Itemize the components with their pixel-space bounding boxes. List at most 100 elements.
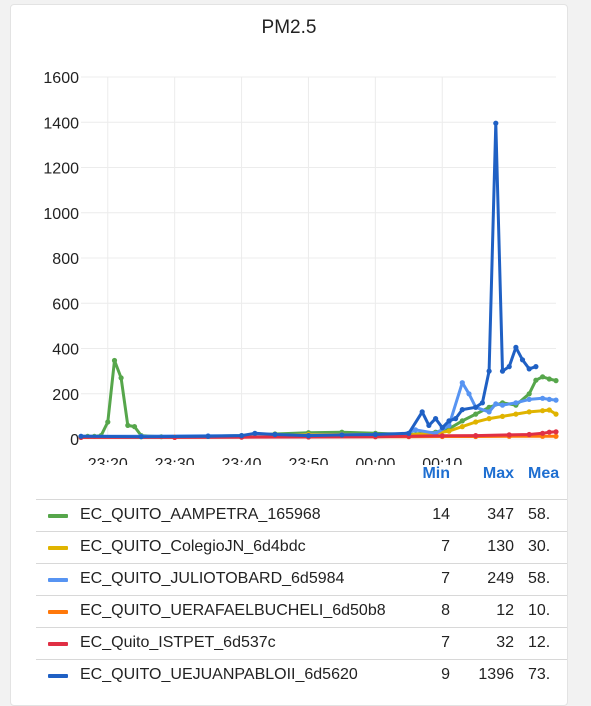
series-line[interactable] (79, 408, 558, 439)
data-point[interactable] (473, 404, 479, 410)
data-point[interactable] (546, 407, 552, 413)
data-point[interactable] (553, 411, 559, 417)
data-point[interactable] (459, 407, 465, 413)
data-point[interactable] (526, 396, 532, 402)
data-point[interactable] (138, 434, 144, 440)
legend-series-name[interactable]: EC_QUITO_ColegioJN_6d4bdc (80, 538, 306, 555)
data-point[interactable] (499, 368, 506, 374)
data-point[interactable] (412, 427, 419, 433)
series-color-swatch[interactable] (48, 546, 68, 550)
series-color-swatch[interactable] (48, 642, 68, 646)
data-point[interactable] (426, 422, 432, 428)
data-point[interactable] (372, 431, 378, 438)
x-tick-label: 23:50 (288, 456, 328, 465)
data-point[interactable] (459, 418, 465, 424)
data-point[interactable] (473, 419, 479, 425)
data-point[interactable] (540, 408, 546, 414)
data-point[interactable] (406, 430, 412, 436)
data-point[interactable] (540, 430, 546, 436)
data-point[interactable] (439, 425, 445, 431)
data-point[interactable] (546, 429, 552, 435)
data-point[interactable] (546, 376, 552, 382)
data-point[interactable] (553, 397, 559, 403)
data-point[interactable] (339, 432, 345, 438)
data-point[interactable] (553, 433, 559, 439)
data-point[interactable] (439, 433, 445, 439)
data-point[interactable] (526, 431, 532, 438)
data-point[interactable] (125, 422, 131, 428)
data-point[interactable] (526, 366, 532, 372)
legend-max-value: 249 (487, 570, 514, 587)
data-point[interactable] (252, 430, 258, 436)
data-point[interactable] (105, 419, 111, 425)
legend-row[interactable]: EC_QUITO_UERAFAELBUCHELI_6d50b8 8 12 10. (36, 595, 567, 628)
data-point[interactable] (453, 416, 459, 422)
panel-title[interactable]: PM2.5 (261, 17, 317, 38)
data-point[interactable] (459, 380, 465, 386)
x-tick-label: 23:30 (155, 456, 195, 465)
data-point[interactable] (419, 409, 425, 415)
data-point[interactable] (533, 364, 539, 370)
data-point[interactable] (433, 416, 439, 422)
legend-row[interactable]: EC_QUITO_ColegioJN_6d4bdc 7 130 30. (36, 531, 567, 564)
data-point[interactable] (493, 120, 499, 126)
data-point[interactable] (486, 416, 492, 422)
data-point[interactable] (519, 357, 526, 363)
legend-header-min[interactable]: Min (422, 465, 450, 482)
data-point[interactable] (446, 428, 452, 434)
legend-row[interactable]: EC_QUITO_AAMPETRA_165968 14 347 58. (36, 499, 567, 532)
legend-row[interactable]: EC_Quito_ISTPET_6d537c 7 32 12. (36, 627, 567, 660)
data-point[interactable] (466, 391, 472, 397)
data-point[interactable] (499, 402, 506, 408)
legend-series-name[interactable]: EC_QUITO_JULIOTOBARD_6d5984 (80, 570, 345, 587)
legend-row[interactable]: EC_QUITO_UEJUANPABLOII_6d5620 9 1396 73. (36, 659, 567, 692)
data-point[interactable] (526, 391, 532, 397)
series-color-swatch[interactable] (48, 514, 68, 518)
data-point[interactable] (540, 374, 546, 380)
legend-min-value: 7 (441, 538, 450, 555)
data-point[interactable] (111, 357, 118, 364)
legend-header-mean[interactable]: Mea (528, 465, 560, 482)
data-point[interactable] (506, 432, 512, 438)
legend-header-max[interactable]: Max (482, 465, 514, 482)
series-color-swatch[interactable] (48, 674, 68, 678)
data-point[interactable] (499, 413, 506, 419)
data-point[interactable] (446, 418, 452, 424)
data-point[interactable] (131, 424, 138, 430)
data-point[interactable] (513, 400, 519, 406)
data-point[interactable] (239, 433, 245, 439)
data-point[interactable] (479, 400, 485, 406)
data-point[interactable] (78, 433, 84, 439)
data-point[interactable] (513, 344, 519, 350)
data-point[interactable] (493, 401, 499, 407)
data-point[interactable] (540, 395, 546, 401)
series-color-swatch[interactable] (48, 578, 68, 582)
data-point[interactable] (305, 433, 312, 439)
data-point[interactable] (486, 368, 492, 374)
legend-series-name[interactable]: EC_Quito_ISTPET_6d537c (80, 634, 276, 651)
data-point[interactable] (272, 431, 278, 438)
data-point[interactable] (473, 433, 479, 439)
legend-min-value: 14 (432, 506, 450, 523)
data-point[interactable] (513, 411, 519, 417)
legend-min-value: 8 (441, 602, 450, 619)
data-point[interactable] (473, 411, 479, 417)
data-point[interactable] (526, 409, 532, 415)
y-tick-label: 1400 (43, 115, 79, 132)
data-point[interactable] (118, 375, 124, 381)
data-point[interactable] (553, 378, 559, 384)
legend-series-name[interactable]: EC_QUITO_UERAFAELBUCHELI_6d50b8 (80, 602, 386, 619)
data-point[interactable] (546, 396, 552, 402)
legend-row[interactable]: EC_QUITO_JULIOTOBARD_6d5984 7 249 58. (36, 563, 567, 596)
legend-series-name[interactable]: EC_QUITO_UEJUANPABLOII_6d5620 (80, 666, 358, 683)
data-point[interactable] (205, 433, 211, 439)
data-point[interactable] (459, 424, 465, 430)
data-point[interactable] (486, 409, 492, 415)
data-point[interactable] (506, 364, 512, 370)
legend-series-name[interactable]: EC_QUITO_AAMPETRA_165968 (80, 506, 321, 523)
data-point[interactable] (533, 377, 539, 383)
series-color-swatch[interactable] (48, 610, 68, 614)
legend-max-value: 347 (487, 506, 514, 523)
legend-max-value: 32 (496, 634, 514, 651)
data-point[interactable] (553, 429, 559, 435)
